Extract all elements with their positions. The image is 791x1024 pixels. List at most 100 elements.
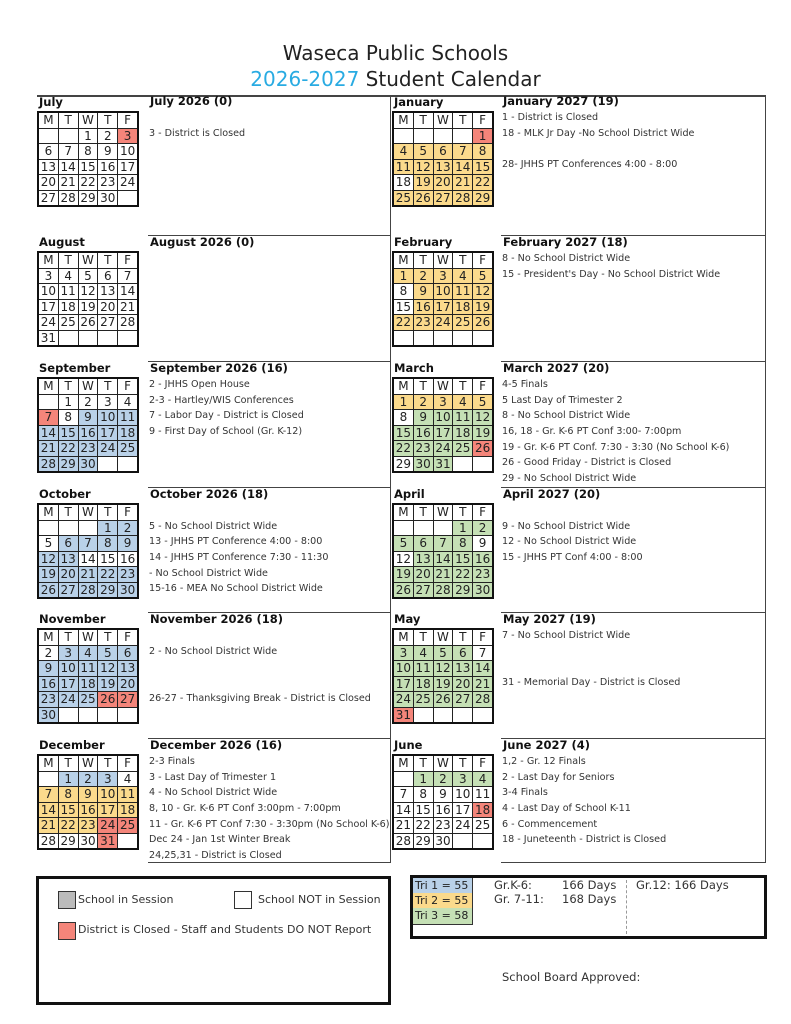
event-item: 15-16 - MEA No School District Wide <box>149 583 323 595</box>
day-cell: 12 <box>37 550 59 567</box>
event-item: - No School District Wide <box>149 567 268 579</box>
month-calendar-september: September M T W T F 1 2 3 4 7 8 9 10 11 14 15 16 17 18 21 22 2… <box>37 361 139 487</box>
day-cell: 16 <box>412 424 434 441</box>
month-notes-november: November 2026 (18) 2 - No School District… <box>148 612 391 738</box>
day-cell <box>117 329 139 347</box>
weekday-cell: T <box>57 503 79 521</box>
day-cell: 3 <box>432 267 454 284</box>
day-cell: 9 <box>432 786 454 803</box>
event-item: 19 - Gr. K-6 PT Conf. 7:30 - 3:30 (No Sc… <box>502 441 730 453</box>
day-cell: 11 <box>77 660 99 677</box>
day-cell: 24 <box>37 314 59 331</box>
day-cell: 20 <box>117 675 139 692</box>
day-cell: 21 <box>37 440 59 457</box>
day-cell: 22 <box>57 817 79 834</box>
day-cell: 11 <box>57 283 79 300</box>
week-row: 31 <box>392 706 494 724</box>
weekday-cell: W <box>77 111 99 129</box>
legend-not-session: School NOT in Session <box>258 893 381 906</box>
day-cell: 20 <box>452 675 474 692</box>
day-cell: 2 <box>77 393 99 410</box>
month-label: July <box>39 95 63 109</box>
day-cell: 30 <box>77 455 99 473</box>
day-cell: 31 <box>432 455 454 473</box>
day-cell <box>412 127 434 144</box>
day-cell: 3 <box>392 644 414 661</box>
legend-closed: District is Closed - Staff and Students … <box>78 923 372 936</box>
district-title: Waseca Public Schools <box>282 41 509 65</box>
day-cell: 20 <box>57 566 79 583</box>
day-cell: 17 <box>97 424 119 441</box>
day-cell: 14 <box>472 660 494 677</box>
weekday-cell: F <box>472 111 494 129</box>
day-cell: 6 <box>117 644 139 661</box>
day-cell: 14 <box>57 158 79 175</box>
month-notes-september: September 2026 (16) 2 - JHHS Open House 2-… <box>148 361 391 487</box>
weekday-cell: W <box>77 251 99 269</box>
week-row: 21 22 23 24 25 <box>392 817 494 834</box>
month-label: May <box>394 612 421 626</box>
month-grid: M T W T F 1 2 3 4 5 8 9 10 11 12 15 16 17 18 19 22 23 24 25 26 <box>392 251 494 347</box>
event-item: 16, 18 - Gr. K-6 PT Conf 3:00- 7:00pm <box>502 426 682 438</box>
g12-days: Gr.12: 166 Days <box>636 878 729 892</box>
day-cell: 12 <box>412 158 434 175</box>
day-cell: 24 <box>452 817 474 834</box>
day-cell: 2 <box>117 519 139 536</box>
weekday-cell: M <box>392 754 414 772</box>
day-cell: 10 <box>117 143 139 160</box>
day-cell: 8 <box>472 143 494 160</box>
month-label: October <box>39 487 91 501</box>
day-cell <box>392 519 414 536</box>
event-item: 4 - Last Day of School K-11 <box>502 803 631 815</box>
week-row: 14 15 16 17 18 <box>392 801 494 818</box>
day-cell: 5 <box>472 393 494 410</box>
month-notes-title: December 2026 (16) <box>150 738 283 752</box>
day-cell: 7 <box>37 786 59 803</box>
month-grid: M T W T F 1 2 3 4 7 8 9 10 11 14 15 16 17 18 21 22 23 24 25 28 29… <box>392 754 494 850</box>
weekday-cell: F <box>117 628 139 646</box>
weekday-cell: F <box>472 251 494 269</box>
day-cell: 11 <box>392 158 414 175</box>
month-calendar-may: May M T W T F 3 4 5 6 7 10 11 12 13 14 17 18 19 20 21 24 25 26 2… <box>392 612 494 738</box>
event-item: 2-3 Finals <box>149 756 195 767</box>
month-label: August <box>39 235 85 249</box>
day-cell: 16 <box>97 158 119 175</box>
day-cell: 2 <box>412 393 434 410</box>
weekday-cell: T <box>452 628 474 646</box>
day-cell: 25 <box>117 440 139 457</box>
day-cell <box>412 706 434 724</box>
day-cell: 24 <box>392 691 414 708</box>
month-label: September <box>39 361 111 375</box>
day-cell: 19 <box>392 566 414 583</box>
day-cell: 29 <box>57 832 79 850</box>
week-row: 9 10 11 12 13 <box>37 660 139 677</box>
week-row: 1 <box>392 127 494 144</box>
week-row: 20 21 22 23 24 <box>37 174 139 191</box>
day-cell: 24 <box>432 440 454 457</box>
day-cell: 14 <box>432 550 454 567</box>
week-row <box>392 329 494 347</box>
event-item <box>148 110 390 126</box>
week-row: 19 20 21 22 23 <box>392 566 494 583</box>
event-item: 2-3 - Hartley/WIS Conferences <box>149 394 294 406</box>
day-cell <box>117 832 139 850</box>
day-cell: 4 <box>412 644 434 661</box>
day-cell <box>472 706 494 724</box>
day-cell: 15 <box>452 550 474 567</box>
weekday-cell: T <box>57 754 79 772</box>
day-cell <box>432 127 454 144</box>
day-cell <box>452 832 474 850</box>
day-cell: 22 <box>392 314 414 331</box>
day-cell: 23 <box>77 817 99 834</box>
k6-days: 166 Days <box>562 878 617 892</box>
day-cell: 17 <box>432 298 454 315</box>
